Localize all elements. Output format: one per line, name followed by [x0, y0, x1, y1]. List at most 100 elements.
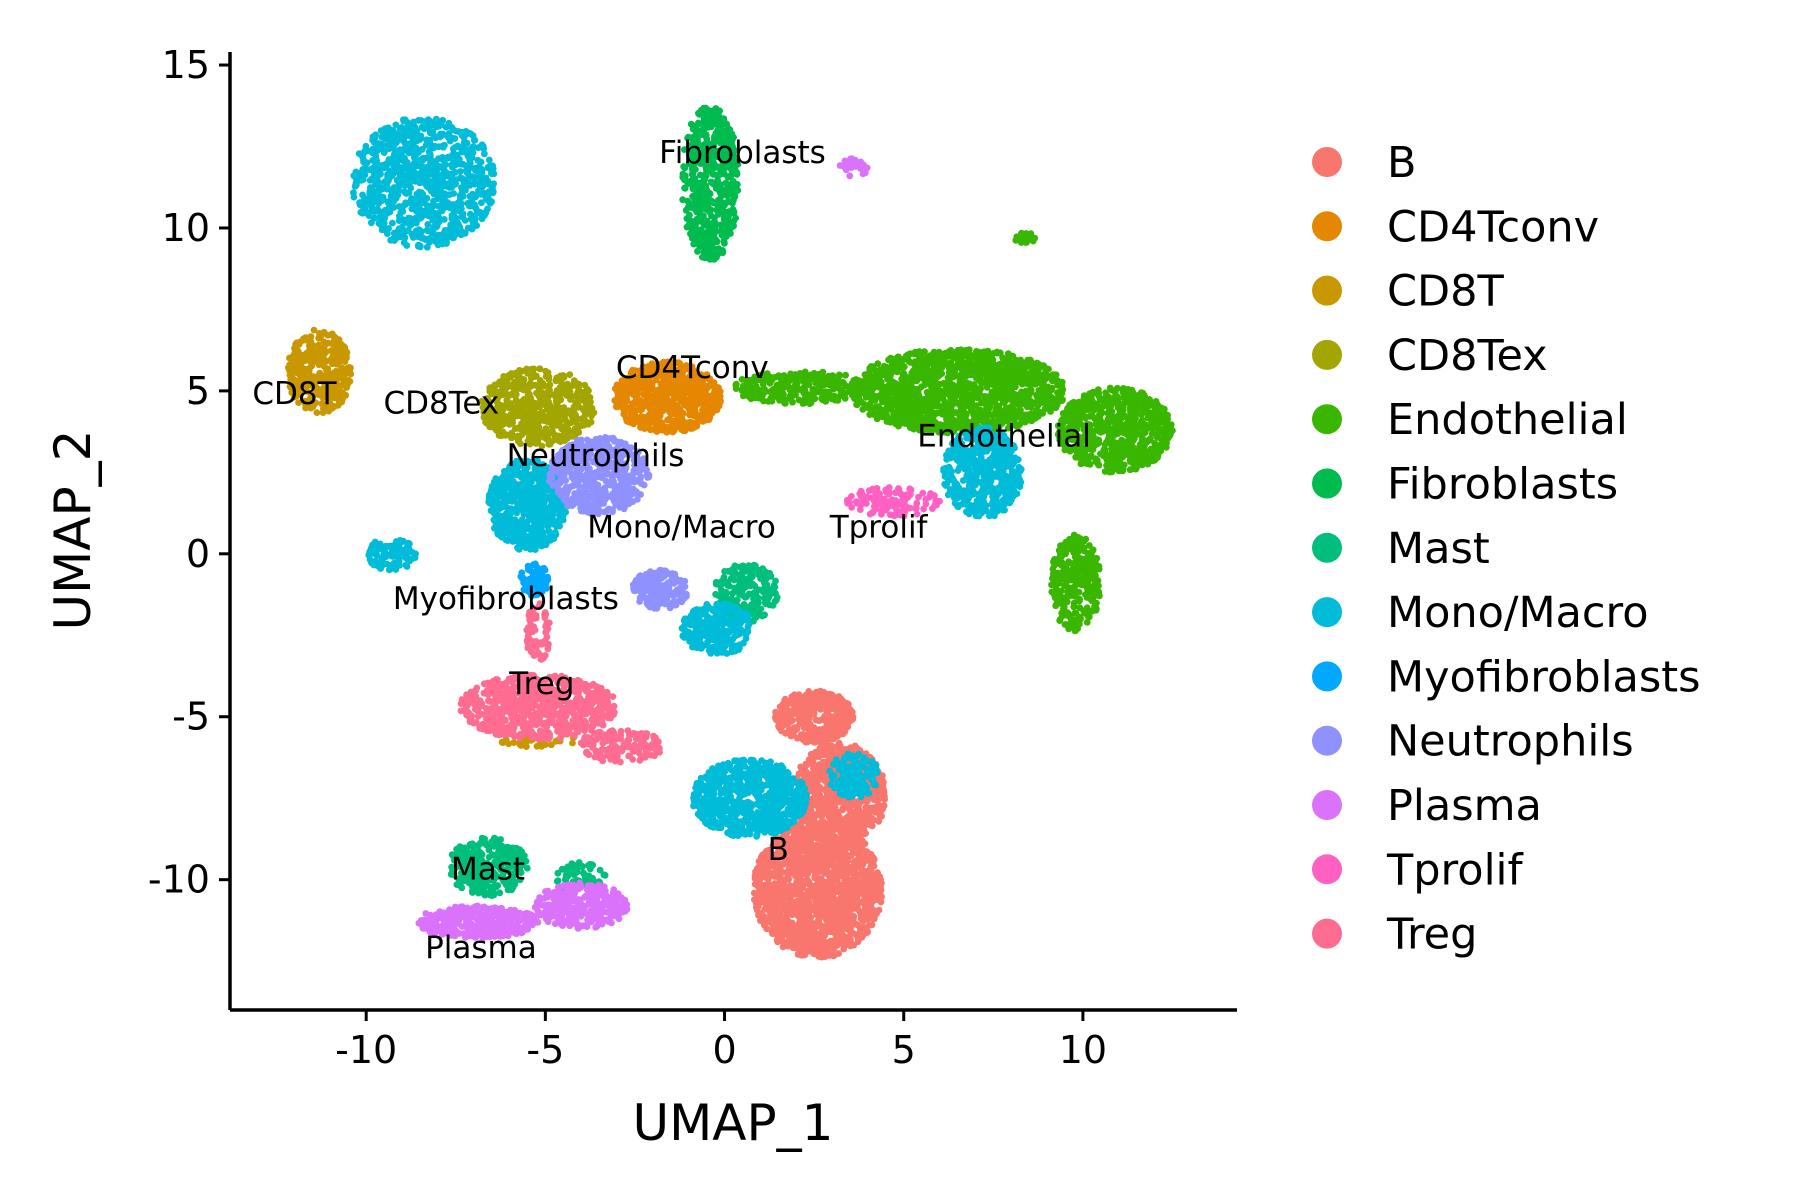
- point: [486, 423, 494, 431]
- point: [873, 878, 881, 886]
- point: [651, 425, 659, 432]
- point: [843, 900, 851, 908]
- point: [672, 422, 680, 430]
- point: [341, 350, 349, 358]
- point: [851, 742, 859, 750]
- point: [821, 953, 829, 960]
- point: [761, 886, 769, 894]
- point: [792, 872, 799, 880]
- point: [826, 732, 834, 739]
- point: [860, 826, 868, 834]
- point: [320, 328, 328, 336]
- point: [825, 823, 832, 830]
- point: [811, 739, 818, 746]
- point: [834, 896, 842, 904]
- point: [545, 373, 553, 381]
- point: [843, 876, 851, 884]
- point: [830, 905, 837, 912]
- point: [842, 871, 849, 879]
- point: [840, 707, 847, 715]
- point: [342, 376, 349, 384]
- point: [847, 706, 854, 714]
- point: [759, 853, 767, 861]
- point: [793, 725, 801, 733]
- point: [786, 840, 793, 848]
- point: [520, 417, 528, 425]
- point: [508, 390, 516, 398]
- point: [806, 858, 814, 866]
- point: [769, 842, 777, 850]
- point: [784, 942, 792, 950]
- point: [782, 711, 790, 719]
- point: [321, 350, 328, 358]
- point: [503, 380, 511, 388]
- point: [768, 927, 775, 935]
- point: [860, 867, 868, 875]
- point: [512, 381, 520, 389]
- point: [829, 853, 837, 861]
- point: [793, 831, 801, 838]
- point: [867, 858, 875, 865]
- point: [864, 820, 872, 828]
- point: [313, 346, 321, 354]
- point: [814, 695, 822, 703]
- point: [804, 694, 812, 701]
- point: [824, 709, 832, 717]
- point: [840, 945, 848, 953]
- point: [789, 898, 797, 906]
- point: [875, 794, 882, 802]
- point: [612, 403, 620, 411]
- point: [838, 860, 846, 867]
- point: [515, 375, 522, 383]
- point: [708, 395, 716, 403]
- point: [803, 838, 811, 845]
- point: [510, 739, 518, 746]
- point: [333, 360, 340, 368]
- point: [847, 812, 855, 820]
- point: [807, 914, 814, 921]
- point: [820, 928, 828, 936]
- point: [775, 924, 783, 931]
- point: [864, 907, 872, 915]
- point: [526, 411, 534, 418]
- point: [772, 867, 780, 874]
- point: [810, 822, 818, 829]
- point: [825, 813, 833, 821]
- point: [838, 915, 846, 923]
- point: [686, 407, 694, 414]
- point: [784, 929, 792, 937]
- point: [569, 381, 577, 389]
- point: [654, 403, 662, 410]
- point: [563, 429, 570, 436]
- point: [509, 419, 516, 427]
- point: [652, 387, 660, 395]
- point: [769, 860, 777, 868]
- point: [546, 386, 553, 394]
- point: [873, 894, 881, 902]
- point: [818, 905, 826, 912]
- point: [763, 870, 770, 878]
- point: [806, 723, 814, 731]
- point: [760, 914, 768, 922]
- point: [847, 941, 854, 949]
- point: [776, 908, 784, 916]
- point: [335, 336, 343, 344]
- point: [498, 412, 506, 419]
- point: [763, 847, 770, 855]
- point: [855, 833, 863, 841]
- point: [527, 421, 534, 428]
- point: [815, 717, 823, 725]
- point: [798, 845, 805, 852]
- point: [825, 850, 832, 857]
- point: [776, 848, 783, 856]
- point: [754, 870, 762, 877]
- point: [320, 344, 328, 352]
- point: [572, 411, 579, 419]
- point: [584, 420, 592, 428]
- point: [876, 873, 883, 880]
- point: [347, 370, 355, 378]
- point: [648, 402, 656, 410]
- point: [817, 818, 825, 826]
- point: [828, 691, 836, 699]
- point: [851, 920, 859, 928]
